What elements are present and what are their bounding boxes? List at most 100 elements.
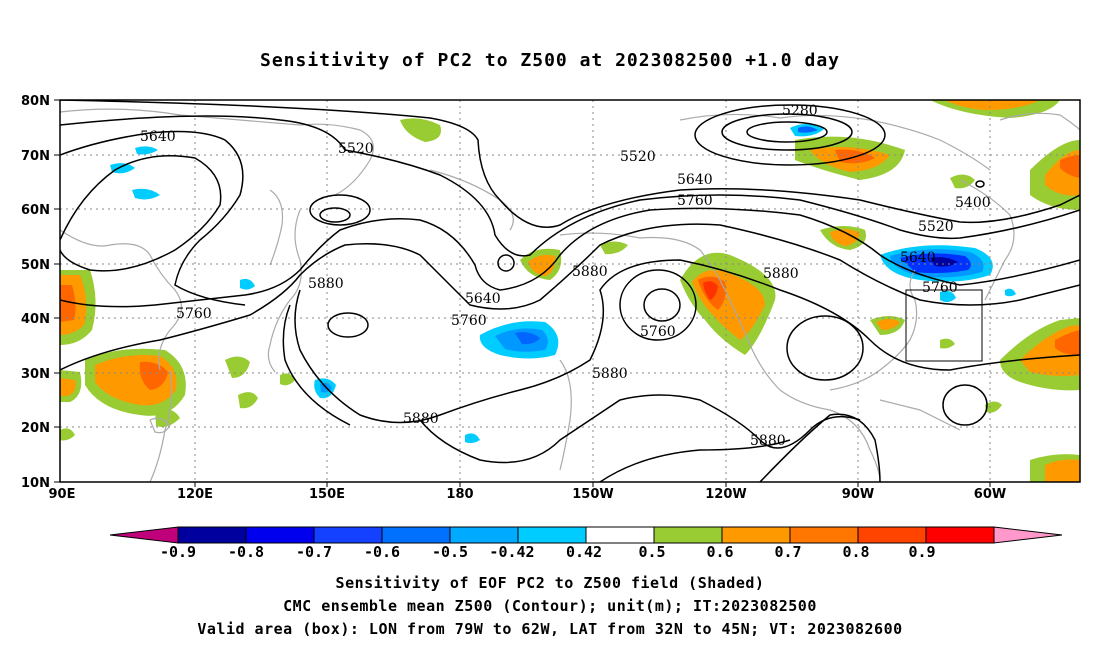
contour-line xyxy=(60,130,246,306)
contour-line xyxy=(721,113,853,151)
positive-patch xyxy=(528,254,556,276)
contour-line xyxy=(497,254,515,272)
positive-patch xyxy=(985,401,1002,413)
sensitivity-shading xyxy=(60,100,1080,482)
grid-lines xyxy=(60,100,1080,482)
colorbar-label: 0.9 xyxy=(908,543,935,561)
contour-label: 5880 xyxy=(763,266,799,282)
contour-line xyxy=(60,154,222,272)
colorbar-label: 0.7 xyxy=(774,543,801,561)
lat-label: 70N xyxy=(21,149,50,164)
negative-patch xyxy=(940,290,956,303)
coastline xyxy=(559,359,572,471)
colorbar-label: -0.9 xyxy=(160,543,196,561)
positive-patch xyxy=(60,428,75,441)
positive-patch xyxy=(60,378,76,396)
contour-label: 5640 xyxy=(465,291,501,307)
colorbar-segment xyxy=(585,526,655,544)
contour-label: 5880 xyxy=(308,276,344,292)
lon-label: 90E xyxy=(49,487,76,502)
contour-label: 5640 xyxy=(140,129,176,145)
colorbar-segment xyxy=(789,526,859,544)
colorbar-label: -0.5 xyxy=(432,543,468,561)
lat-ticks xyxy=(54,99,60,483)
contour-label: 5880 xyxy=(750,433,786,449)
coastline xyxy=(879,399,961,431)
contour-line xyxy=(643,288,681,322)
positive-patch xyxy=(876,319,900,330)
lat-label: 40N xyxy=(21,312,50,327)
colorbar-label: -0.6 xyxy=(364,543,400,561)
contour-line xyxy=(694,104,886,166)
contour-line xyxy=(60,223,1080,371)
colorbar-labels: -0.9 -0.8 -0.7 -0.6 -0.5 -0.42 0.42 0.5 … xyxy=(160,543,936,561)
contour-label: 5400 xyxy=(955,195,991,211)
contour-label: 5640 xyxy=(677,172,713,188)
lon-label: 60W xyxy=(974,487,1006,502)
coastline xyxy=(719,279,881,482)
valid-area-box xyxy=(905,289,983,362)
colorbar-label: -0.8 xyxy=(228,543,264,561)
longitude-labels: 90E 120E 150E 180 150W 120W 90W 60W xyxy=(49,487,1007,502)
caption-shading: Sensitivity of EOF PC2 to Z500 field (Sh… xyxy=(335,574,765,592)
contour-label: 5760 xyxy=(922,280,958,296)
contour-label: 5760 xyxy=(451,313,487,329)
negative-patch xyxy=(110,163,135,174)
z500-contours xyxy=(60,100,1080,482)
positive-patch xyxy=(60,285,76,322)
lat-label: 10N xyxy=(21,476,50,491)
colorbar-label: 0.8 xyxy=(842,543,869,561)
contour-label: 5880 xyxy=(572,264,608,280)
colorbar-label: -0.7 xyxy=(296,543,332,561)
colorbar-segment xyxy=(245,526,315,544)
colorbar-label: 0.42 xyxy=(566,543,602,561)
positive-patch xyxy=(1045,459,1080,482)
colorbar-segment xyxy=(721,526,791,544)
contour-line xyxy=(746,121,828,143)
contour-line xyxy=(294,259,1080,424)
positive-patch xyxy=(238,392,258,409)
lat-label: 80N xyxy=(21,94,50,109)
positive-patch xyxy=(280,373,295,386)
colorbar-segment xyxy=(313,526,383,544)
colorbar xyxy=(109,526,1063,544)
coastline xyxy=(679,113,991,171)
colorbar-segment xyxy=(449,526,519,544)
contour-line xyxy=(309,194,371,226)
positive-patch xyxy=(600,241,628,255)
contour-line xyxy=(759,413,881,482)
positive-patch xyxy=(1055,330,1080,356)
lon-label: 180 xyxy=(446,487,473,502)
positive-patch xyxy=(155,408,180,427)
lon-ticks xyxy=(194,482,991,487)
contour-label: 5520 xyxy=(338,141,374,157)
coastline xyxy=(999,112,1080,131)
contour-line xyxy=(786,315,864,381)
contour-label: 5760 xyxy=(640,324,676,340)
contour-label: 5880 xyxy=(592,366,628,382)
negative-patch xyxy=(515,332,540,345)
contour-line xyxy=(60,207,1080,308)
caption-valid-area: Valid area (box): LON from 79W to 62W, L… xyxy=(197,620,903,638)
colorbar-arrow-high xyxy=(993,526,1063,544)
contour-line xyxy=(419,394,861,464)
plot-frame xyxy=(59,99,1081,483)
colorbar-label: 0.5 xyxy=(638,543,665,561)
coastline xyxy=(60,108,374,196)
contour-line xyxy=(60,100,1080,228)
colorbar-label: 0.6 xyxy=(706,543,733,561)
lat-label: 20N xyxy=(21,421,50,436)
contour-label: 5520 xyxy=(620,149,656,165)
contour-label: 5880 xyxy=(403,411,439,427)
positive-patch xyxy=(830,229,860,246)
positive-patch xyxy=(945,100,1040,110)
contour-labels: 5280 5640 5520 5520 5640 5760 5400 5520 … xyxy=(140,103,991,449)
positive-patch xyxy=(703,281,718,300)
map-title: Sensitivity of PC2 to Z500 at 2023082500… xyxy=(259,50,840,71)
contour-line xyxy=(60,115,1080,257)
coastline xyxy=(559,232,721,281)
coastline xyxy=(829,269,918,391)
lat-label: 50N xyxy=(21,258,50,273)
contour-line xyxy=(282,304,351,426)
